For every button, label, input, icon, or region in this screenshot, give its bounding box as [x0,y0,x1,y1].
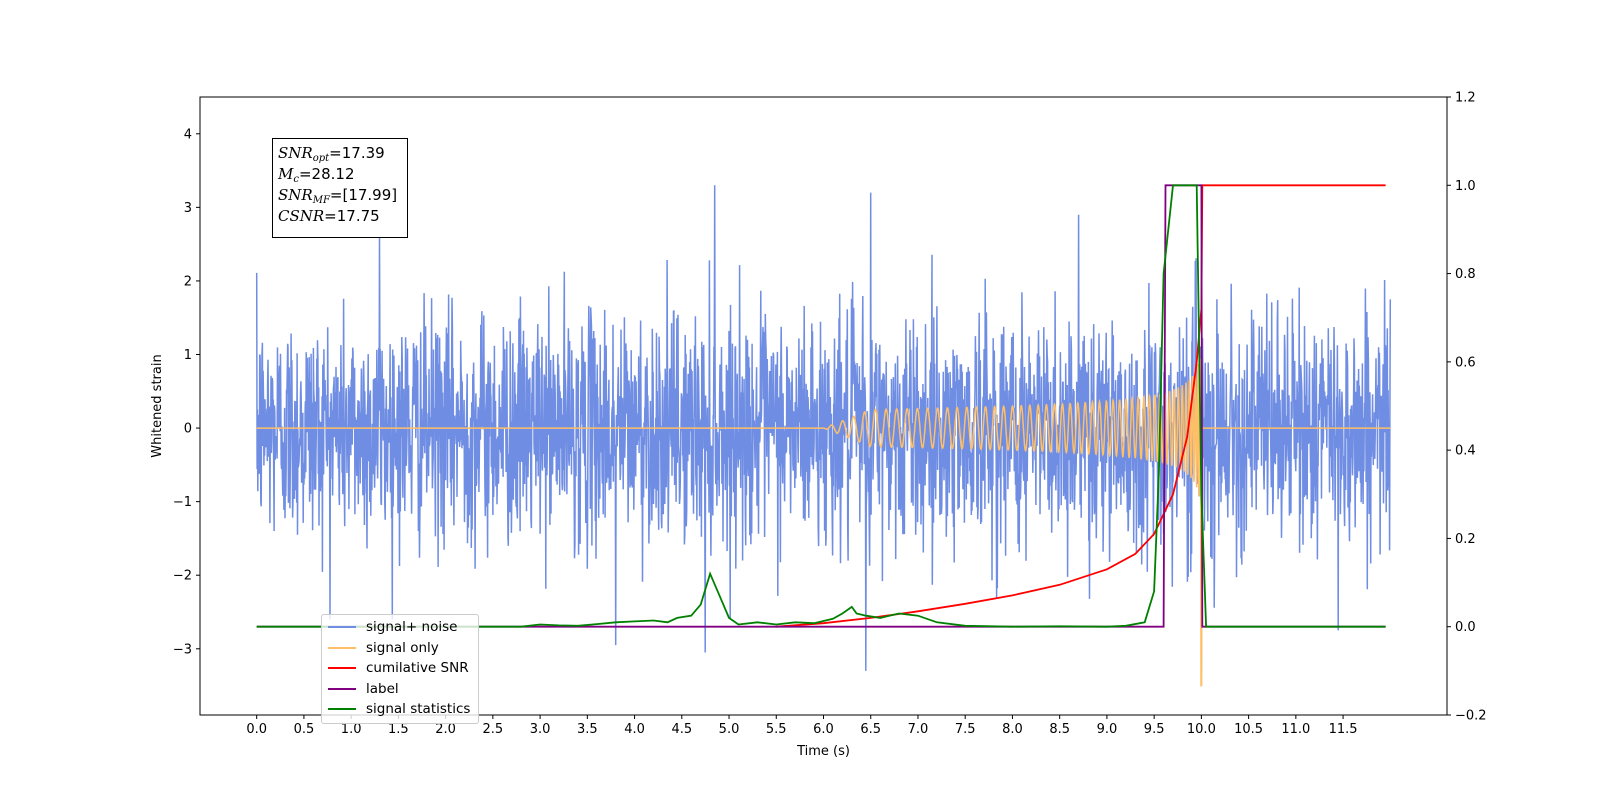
x-tick-label: 0.0 [246,722,267,737]
y-tick-label: −2 [173,569,192,584]
x-tick-label: 2.0 [435,722,456,737]
snr-mf-value: [17.99] [342,186,398,204]
x-tick-label: 9.0 [1097,722,1118,737]
legend-item-cumulative-snr: cumilative SNR [328,658,478,679]
y2-tick-label: 0.0 [1455,620,1476,635]
y2-tick-label: −0.2 [1455,709,1487,724]
x-tick-label: 5.5 [766,722,787,737]
x-tick-label: 10.0 [1187,722,1216,737]
y-tick-label: 1 [184,348,192,363]
x-tick-label: 4.0 [624,722,645,737]
legend-item-signal-only: signal only [328,638,478,659]
legend-swatch-label [328,687,356,690]
x-tick-label: 11.5 [1329,722,1358,737]
legend-swatch-signal-statistics [328,708,356,711]
x-tick-label: 7.5 [955,722,976,737]
x-tick-label: 6.0 [813,722,834,737]
y-tick-label: −1 [173,495,192,510]
y-tick-label: 3 [184,201,192,216]
csnr-value: 17.75 [336,207,380,225]
y-axis-label: Whitened strain [150,354,165,457]
x-tick-label: 4.5 [671,722,692,737]
snr-opt-value: 17.39 [341,144,385,162]
legend-item-label: label [328,679,478,700]
y-tick-label: 2 [184,274,192,289]
legend-swatch-cumulative-snr [328,667,356,670]
x-tick-label: 1.5 [388,722,409,737]
legend: signal+ noise signal only cumilative SNR… [321,614,479,724]
legend-label: signal statistics [366,701,471,718]
annotation-mc: Mc=28.12 [278,165,355,185]
x-tick-label: 1.0 [341,722,362,737]
x-tick-label: 3.0 [530,722,551,737]
legend-label: signal+ noise [366,619,458,636]
x-tick-label: 7.0 [908,722,929,737]
x-tick-label: 2.5 [483,722,504,737]
x-axis-label: Time (s) [796,744,850,759]
legend-swatch-signal-only [328,646,356,649]
signal-statistics-line [256,184,1386,628]
y-tick-label: 4 [184,127,192,142]
y2-tick-label: 1.0 [1455,179,1476,194]
y2-tick-label: 0.8 [1455,267,1476,282]
signal-only-line [256,358,1391,687]
legend-item-signal-statistics: signal statistics [328,699,478,720]
x-tick-label: 6.5 [860,722,881,737]
y2-tick-label: 0.6 [1455,355,1476,370]
legend-item-signal-noise: signal+ noise [328,617,478,638]
y-tick-label: 0 [184,422,192,437]
y2-tick-label: 0.4 [1455,444,1476,459]
mc-value: 28.12 [311,165,355,183]
y2-tick-label: 1.2 [1455,91,1476,106]
x-tick-label: 8.0 [1002,722,1023,737]
x-tick-label: 5.0 [719,722,740,737]
x-tick-label: 3.5 [577,722,598,737]
x-tick-label: 8.5 [1049,722,1070,737]
legend-label: signal only [366,639,439,656]
x-tick-label: 9.5 [1144,722,1165,737]
legend-swatch-signal-noise [328,626,356,629]
x-tick-label: 0.5 [294,722,315,737]
x-tick-label: 11.0 [1281,722,1310,737]
annotation-box: SNRopt=17.39 Mc=28.12 SNRMF=[17.99] CSNR… [272,138,408,238]
x-tick-label: 10.5 [1234,722,1263,737]
legend-label: label [366,680,399,697]
annotation-csnr: CSNR=17.75 [278,207,380,225]
y2-tick-label: 0.2 [1455,532,1476,547]
y-tick-label: −3 [173,642,192,657]
annotation-snr-opt: SNRopt=17.39 [278,144,385,164]
legend-label: cumilative SNR [366,660,469,677]
annotation-snr-mf: SNRMF=[17.99] [278,186,398,206]
